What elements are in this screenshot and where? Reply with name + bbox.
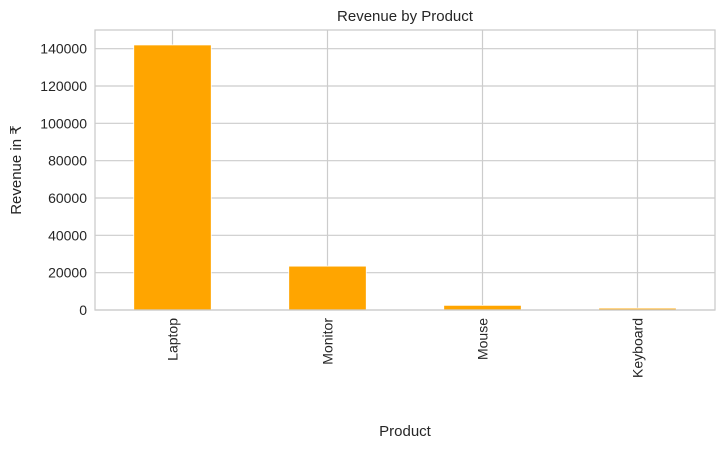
- y-tick-label: 40000: [48, 227, 87, 243]
- x-tick-label: Mouse: [475, 318, 491, 360]
- y-tick-label: 100000: [40, 115, 87, 131]
- bar-laptop: [133, 44, 212, 311]
- y-tick-label: 120000: [40, 78, 87, 94]
- y-axis-label: Revenue in ₹: [8, 125, 25, 215]
- x-axis-label: Product: [379, 423, 432, 440]
- bar-monitor: [288, 265, 367, 311]
- chart-title: Revenue by Product: [337, 8, 474, 25]
- x-tick-label: Monitor: [320, 318, 336, 365]
- y-tick-label: 20000: [48, 265, 87, 281]
- y-tick-label: 0: [79, 302, 87, 318]
- y-tick-label: 140000: [40, 41, 87, 57]
- plot-frame: [94, 29, 716, 311]
- x-tick-labels: Laptop Monitor Mouse Keyboard: [165, 318, 646, 378]
- x-tick-label: Laptop: [165, 318, 181, 361]
- y-tick-label: 80000: [48, 153, 87, 169]
- bars: [133, 44, 677, 311]
- y-tick-label: 60000: [48, 190, 87, 206]
- bar-mouse: [443, 304, 522, 311]
- x-tick-label: Keyboard: [630, 318, 646, 378]
- y-tick-labels: 0 20000 40000 60000 80000 100000 120000 140000: [40, 41, 87, 318]
